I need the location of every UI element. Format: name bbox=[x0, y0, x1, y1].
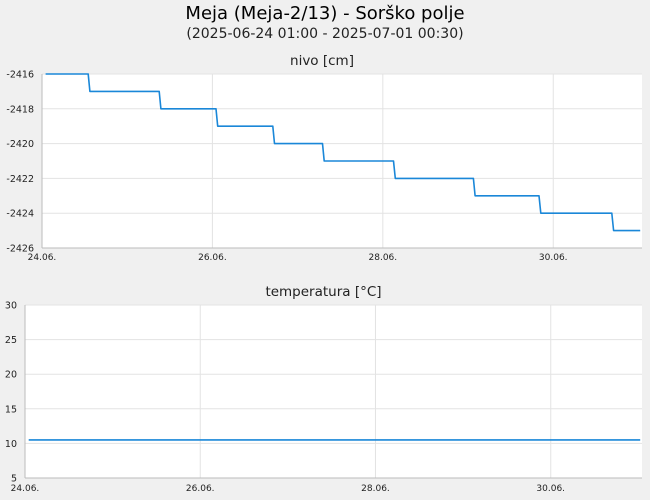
panel-1-ytick-label: -2418 bbox=[6, 104, 34, 115]
panel-1-ytick-label: -2426 bbox=[6, 244, 34, 255]
panel-1-ytick-label: -2422 bbox=[6, 174, 34, 185]
panel-1-xtick-label: 30.06. bbox=[539, 253, 568, 263]
panel-2-xtick-label: 30.06. bbox=[536, 484, 565, 494]
panel-2-ytick-label: 15 bbox=[5, 404, 17, 415]
panel-2-ytick-label: 5 bbox=[11, 474, 17, 485]
panel-1-ytick-label: -2420 bbox=[6, 139, 34, 150]
panel-2-ytick-label: 25 bbox=[5, 335, 17, 346]
panel-2-plot-area bbox=[25, 305, 642, 478]
panel-2-xtick-label: 26.06. bbox=[186, 484, 215, 494]
panel-2-ytick-label: 20 bbox=[5, 370, 17, 381]
panel-1-xtick-label: 28.06. bbox=[369, 253, 398, 263]
panel-1-xtick-label: 26.06. bbox=[198, 253, 227, 263]
panel-1-series-line bbox=[45, 73, 641, 232]
panel-2-xtick-label: 28.06. bbox=[361, 484, 390, 494]
panel-2-xtick-label: 24.06. bbox=[11, 484, 40, 494]
chart-title: Meja (Meja-2/13) - Sorško polje bbox=[185, 3, 465, 24]
panel-2-ytick-label: 30 bbox=[5, 301, 17, 312]
chart-subtitle: (2025-06-24 01:00 - 2025-07-01 00:30) bbox=[186, 26, 464, 42]
panel-1-title: nivo [cm] bbox=[290, 53, 354, 69]
panel-1-ytick-label: -2424 bbox=[6, 209, 34, 220]
panel-2-ytick-label: 10 bbox=[5, 439, 17, 450]
panel-2-title: temperatura [°C] bbox=[265, 284, 381, 300]
panel-1-ytick-label: -2416 bbox=[6, 70, 34, 81]
panel-1-xtick-label: 24.06. bbox=[28, 253, 57, 263]
